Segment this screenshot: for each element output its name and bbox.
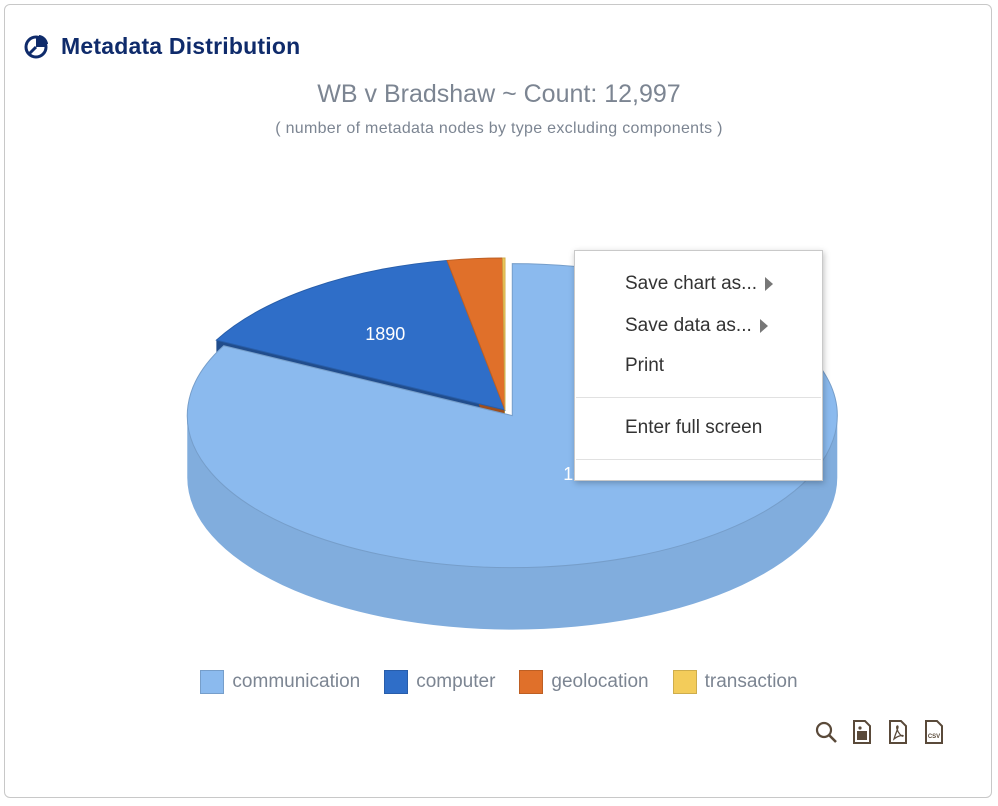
chart-title: WB v Bradshaw ~ Count: 12,997 [317,80,681,108]
legend-swatch [200,670,225,694]
menu-separator [576,459,821,460]
legend-swatch [384,670,409,694]
legend-swatch [672,670,697,694]
legend-item-communication[interactable]: communication [200,670,360,694]
legend-item-computer[interactable]: computer [384,670,495,694]
panel-title: Metadata Distribution [61,32,301,59]
legend-swatch [519,670,544,694]
pie-slice-transaction[interactable] [502,257,506,411]
save-image-icon[interactable] [850,718,874,746]
legend-item-transaction[interactable]: transaction [672,670,798,694]
chevron-right-icon [765,277,774,291]
panel-header: Metadata Distribution [23,31,300,61]
menu-separator [576,397,821,398]
pie-side-communication [187,415,838,630]
menu-item-save-chart[interactable]: Save chart as... [625,273,774,295]
chart-toolbar: CSV [814,718,946,746]
menu-item-save-data[interactable]: Save data as... [625,315,768,337]
context-menu: Save chart as... Save data as... Print E… [574,250,823,481]
zoom-icon[interactable] [814,718,838,746]
data-label-computer: 1890 [365,324,405,344]
menu-item-label: Print [625,355,665,376]
pie-chart-icon [24,35,48,59]
legend: communication computer geolocation transact… [0,670,998,694]
legend-item-geolocation[interactable]: geolocation [519,670,649,694]
pie-slice-computer[interactable] [215,259,506,411]
menu-item-fullscreen[interactable]: Enter full screen [625,417,762,439]
chart-subtitle: ( number of metadata nodes by type exclu… [275,120,723,137]
legend-label: communication [232,671,361,692]
legend-label: computer [416,671,496,692]
save-csv-icon[interactable]: CSV [922,718,946,746]
save-pdf-icon[interactable] [886,718,910,746]
legend-label: transaction [704,671,798,692]
csv-label: CSV [928,734,940,740]
menu-item-label: Enter full screen [625,417,763,438]
legend-label: geolocation [551,671,649,692]
menu-item-print[interactable]: Print [625,355,664,377]
menu-item-label: Save data as... [625,315,752,336]
menu-item-label: Save chart as... [625,273,758,294]
chevron-right-icon [759,319,768,333]
